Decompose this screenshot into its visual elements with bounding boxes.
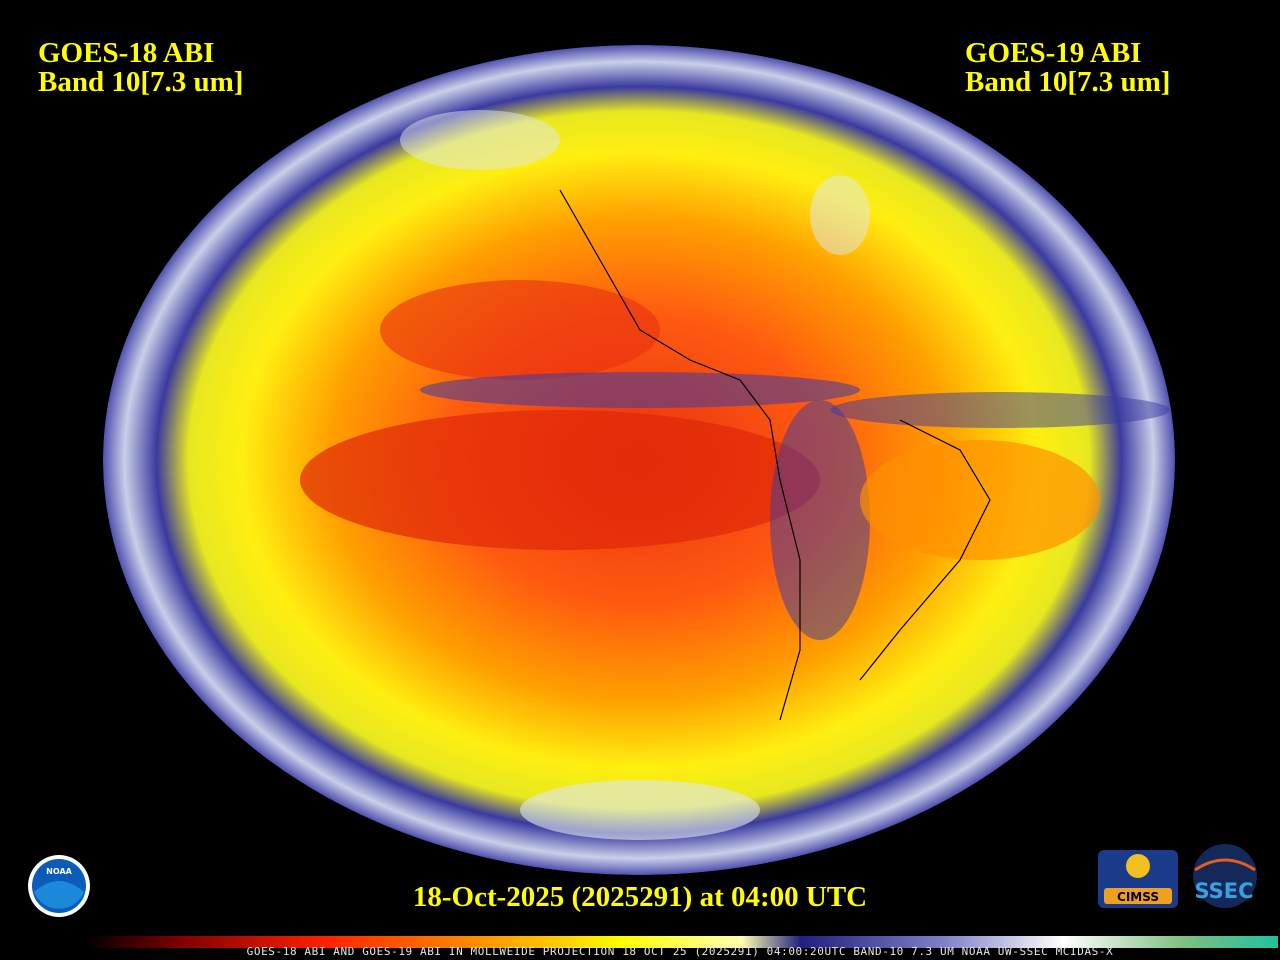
moist-band	[300, 410, 820, 550]
globe	[103, 45, 1175, 875]
noaa-label: NOAA	[46, 867, 72, 876]
noaa-wave	[34, 881, 84, 909]
ssec-logo: SSEC	[1193, 844, 1257, 908]
header-left-line2: Band 10[7.3 um]	[38, 66, 243, 98]
cloud-swirl	[400, 110, 560, 170]
cimss-label: CIMSS	[1117, 890, 1159, 904]
ssec-arc	[1194, 858, 1256, 872]
cimss-sun	[1126, 854, 1150, 878]
color-bar	[86, 936, 1278, 948]
ssec-label: SSEC	[1194, 879, 1253, 903]
cloud-swirl	[520, 780, 760, 840]
cloud-swirl	[810, 175, 870, 255]
timestamp: 18-Oct-2025 (2025291) at 04:00 UTC	[413, 881, 867, 913]
header-right-line2: Band 10[7.3 um]	[965, 66, 1170, 98]
cloud-band	[830, 392, 1170, 428]
cimss-logo: CIMSS	[1098, 850, 1178, 908]
header-left-line1: GOES-18 ABI	[38, 37, 214, 69]
dry-region	[860, 440, 1100, 560]
header-right-line1: GOES-19 ABI	[965, 37, 1141, 69]
dry-region	[380, 280, 660, 380]
cimss-banner	[1104, 888, 1172, 904]
cloud-band	[770, 400, 870, 640]
footer-caption: GOES-18 ABI AND GOES-19 ABI IN MOLLWEIDE…	[247, 945, 1114, 958]
ssec-globe	[1193, 844, 1257, 908]
coastline	[559, 189, 991, 721]
noaa-logo: NOAA	[28, 855, 90, 917]
cloud-band	[420, 372, 860, 408]
